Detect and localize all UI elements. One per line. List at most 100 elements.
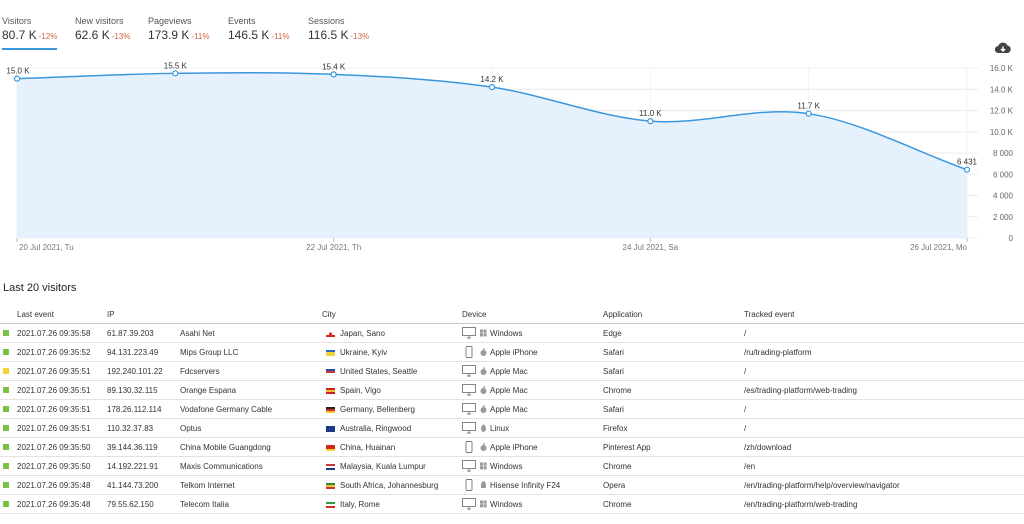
metric-value: 173.9 K	[148, 28, 190, 42]
data-point	[805, 110, 812, 117]
application: Chrome	[603, 500, 632, 509]
phone-icon	[462, 346, 476, 358]
metric-label: Pageviews	[148, 16, 192, 26]
last-event-time: 2021.07.26 09:35:58	[17, 329, 91, 338]
status-marker	[3, 330, 9, 336]
last-event-time: 2021.07.26 09:35:51	[17, 405, 91, 414]
table-body: 2021.07.26 09:35:58 61.87.39.203 Asahi Net…	[0, 324, 1024, 514]
table-row[interactable]: 2021.07.26 09:35:50 39.144.36.119 China Mo…	[0, 438, 1024, 457]
metric-delta: -13%	[350, 32, 370, 41]
desktop-icon	[462, 460, 476, 472]
metric-delta: -11%	[191, 32, 210, 41]
table-row[interactable]: 2021.07.26 09:35:50 14.192.221.91 Maxis Co…	[0, 457, 1024, 476]
status-marker	[3, 406, 9, 412]
tracked-event[interactable]: /	[744, 424, 747, 433]
metric-events[interactable]: Events 146.5 K -11%	[228, 16, 289, 44]
ip-address: 79.55.62.150	[107, 500, 154, 509]
ip-address: 178.26.112.114	[107, 405, 162, 414]
organization: Fdcservers	[180, 367, 220, 376]
us-flag-icon	[326, 368, 335, 375]
data-point	[963, 166, 971, 173]
tracked-event[interactable]: /en	[744, 462, 756, 471]
table-row[interactable]: 2021.07.26 09:35:48 41.144.73.200 Telkom I…	[0, 476, 1024, 495]
metric-visitors[interactable]: Visitors 80.7 K -12%	[2, 16, 58, 50]
metric-value: 116.5 K	[308, 28, 349, 42]
android-icon	[480, 481, 487, 489]
apple-icon	[480, 386, 487, 394]
table-row[interactable]: 2021.07.26 09:35:52 94.131.223.49 Mips Gro…	[0, 343, 1024, 362]
col-application: Application	[603, 310, 643, 319]
city: Germany, Bellenberg	[340, 405, 415, 414]
my-flag-icon	[326, 463, 335, 470]
organization: Mips Group LLC	[180, 348, 239, 357]
metric-delta: -11%	[271, 32, 290, 41]
visitors-table: Last event IP City Device Application Tr…	[0, 306, 1024, 514]
tracked-event[interactable]: /zh/download	[744, 443, 792, 452]
last-event-time: 2021.07.26 09:35:51	[17, 367, 91, 376]
device-name: Windows	[490, 462, 523, 471]
tracked-event[interactable]: /	[744, 405, 747, 414]
table-row[interactable]: 2021.07.26 09:35:51 178.26.112.114 Vodafon…	[0, 400, 1024, 419]
application: Safari	[603, 348, 624, 357]
desktop-icon	[462, 403, 476, 415]
last-event-time: 2021.07.26 09:35:51	[17, 386, 91, 395]
organization: Orange Espana	[180, 386, 237, 395]
city: Spain, Vigo	[340, 386, 381, 395]
application: Safari	[603, 367, 624, 376]
y-tick-label: 6 000	[993, 170, 1014, 179]
tracked-event[interactable]: /en/trading-platform/help/overview/navig…	[744, 481, 900, 490]
data-label: 15.5 K	[164, 61, 188, 70]
organization: Optus	[180, 424, 202, 433]
status-marker	[3, 349, 9, 355]
status-marker	[3, 444, 9, 450]
device-name: Windows	[490, 500, 523, 509]
x-axis-ticks: 20 Jul 2021, Tu 22 Jul 2021, Th 24 Jul 202…	[16, 238, 968, 252]
phone-icon	[462, 441, 476, 453]
table-row[interactable]: 2021.07.26 09:35:58 61.87.39.203 Asahi Net…	[0, 324, 1024, 343]
table-row[interactable]: 2021.07.26 09:35:51 89.130.32.115 Orange E…	[0, 381, 1024, 400]
organization: Asahi Net	[180, 329, 215, 338]
tracked-event[interactable]: /ru/trading-platform	[744, 348, 812, 357]
status-marker	[3, 501, 9, 507]
desktop-icon	[462, 327, 476, 339]
x-tick-label: 22 Jul 2021, Th	[306, 243, 361, 252]
organization: China Mobile Guangdong	[180, 443, 271, 452]
tracked-event[interactable]: /	[744, 367, 747, 376]
city: China, Huainan	[340, 443, 396, 452]
table-row[interactable]: 2021.07.26 09:35:51 110.32.37.83 Optus Aust…	[0, 419, 1024, 438]
city: Italy, Rome	[340, 500, 380, 509]
metric-sessions[interactable]: Sessions 116.5 K -13%	[308, 16, 369, 44]
y-tick-label: 12.0 K	[990, 107, 1014, 116]
desktop-icon	[462, 498, 476, 510]
y-tick-label: 2 000	[993, 213, 1014, 222]
tracked-event[interactable]: /es/trading-platform/web-trading	[744, 386, 857, 395]
last-event-time: 2021.07.26 09:35:51	[17, 424, 91, 433]
jp-flag-icon	[326, 330, 335, 337]
it-flag-icon	[326, 501, 335, 508]
ip-address: 110.32.37.83	[107, 424, 154, 433]
phone-icon	[462, 479, 476, 491]
table-row[interactable]: 2021.07.26 09:35:48 79.55.62.150 Telecom I…	[0, 495, 1024, 514]
tracked-event[interactable]: /en/trading-platform/web-trading	[744, 500, 858, 509]
y-tick-label: 10.0 K	[990, 128, 1014, 137]
windows-icon	[480, 329, 487, 337]
tracked-event[interactable]: /	[744, 329, 747, 338]
col-ip: IP	[107, 310, 115, 319]
application: Safari	[603, 405, 624, 414]
visitors-section-title: Last 20 visitors	[3, 282, 77, 294]
metric-new-visitors[interactable]: New visitors 62.6 K -13%	[75, 16, 130, 44]
device-name: Windows	[490, 329, 523, 338]
linux-icon	[480, 424, 487, 432]
desktop-icon	[462, 365, 476, 377]
data-point	[13, 75, 21, 82]
za-flag-icon	[326, 482, 335, 489]
table-row[interactable]: 2021.07.26 09:35:51 192.240.101.22 Fdcserv…	[0, 362, 1024, 381]
cloud-download-icon[interactable]	[994, 40, 1012, 56]
metric-pageviews[interactable]: Pageviews 173.9 K -11%	[148, 16, 209, 44]
col-tracked-event: Tracked event	[744, 310, 795, 319]
device-name: Hisense Infinity F24	[490, 481, 561, 490]
ip-address: 94.131.223.49	[107, 348, 159, 357]
metric-label: Events	[228, 16, 256, 26]
y-tick-label: 4 000	[993, 192, 1014, 201]
au-flag-icon	[326, 425, 335, 432]
